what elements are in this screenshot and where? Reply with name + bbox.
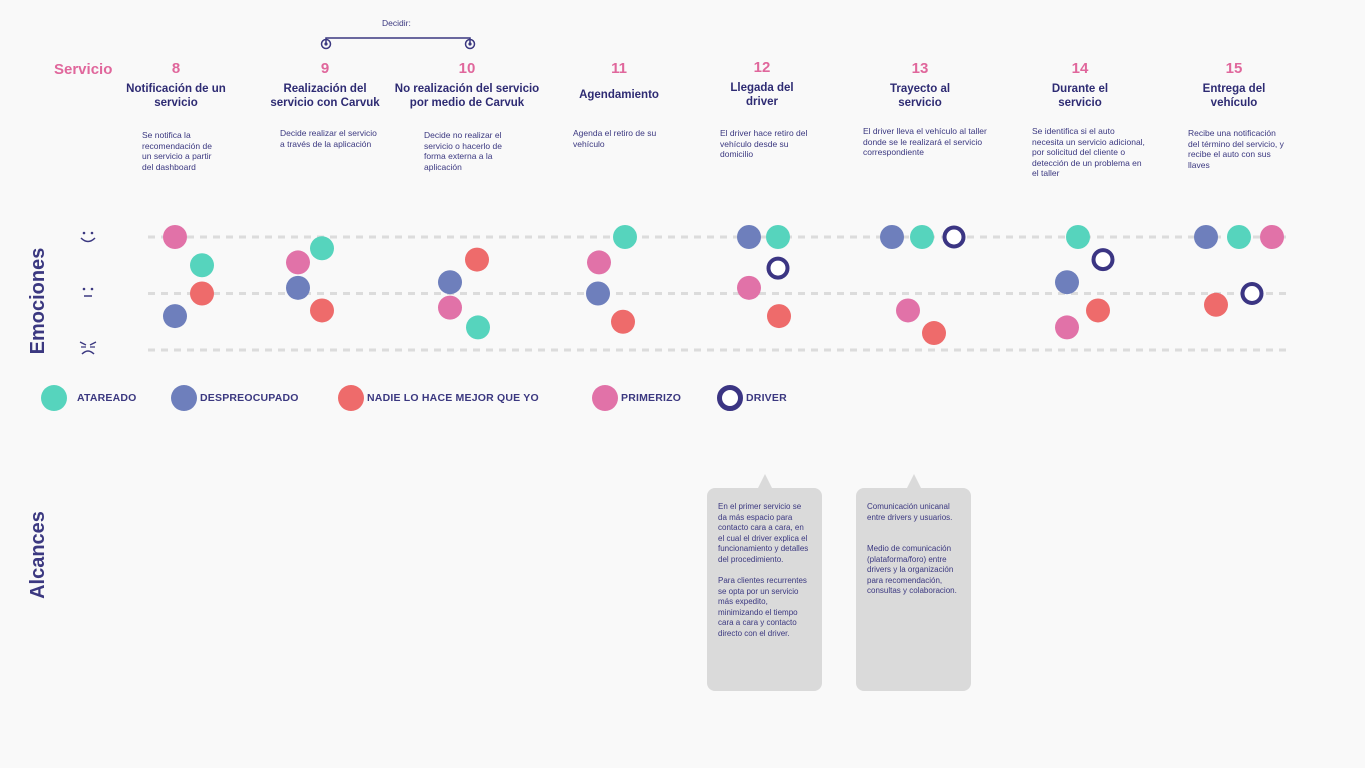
legend-swatch xyxy=(717,385,743,411)
legend-swatch xyxy=(41,385,67,411)
stage-title: Notificación de un servicio xyxy=(126,83,226,109)
stage-title: Agendamiento xyxy=(579,89,659,101)
emotion-dot-atareado-stage-14 xyxy=(1066,225,1090,249)
emotion-dot-atareado-stage-9 xyxy=(310,236,334,261)
legend-label: DRIVER xyxy=(746,392,787,404)
emotion-dot-primerizo-stage-12 xyxy=(737,275,761,300)
emotion-dot-nadie-stage-11 xyxy=(611,309,635,334)
legend-label: DESPREOCUPADO xyxy=(200,392,299,404)
stage-title: Durante el servicio xyxy=(1051,83,1109,109)
emotion-dot-nadie-stage-15 xyxy=(1204,292,1228,317)
legend-despreocupado: DESPREOCUPADO xyxy=(171,385,299,411)
stage-title: Llegada del driver xyxy=(730,82,794,108)
stage-12-header: 12 Llegada del driver xyxy=(721,59,803,109)
emotion-dot-nadie-stage-10 xyxy=(465,247,489,272)
emotion-dot-nadie-stage-9 xyxy=(310,298,334,323)
stage-14-description: Se identifica si el auto necesita un ser… xyxy=(1032,126,1145,178)
legend-swatch xyxy=(338,385,364,411)
stage-number: 12 xyxy=(753,59,771,76)
emotion-dot-atareado-stage-12 xyxy=(766,225,790,249)
legend-label: PRIMERIZO xyxy=(621,392,682,404)
stage-number: 9 xyxy=(320,60,330,77)
stage-number: 8 xyxy=(171,60,181,77)
emotion-dot-primerizo-stage-15 xyxy=(1260,225,1284,249)
legend-nadie: NADIE LO HACE MEJOR QUE YO xyxy=(338,385,539,411)
callout-text: Medio de comunicación (plataforma/foro) … xyxy=(867,544,957,595)
emotion-chart xyxy=(79,225,1290,355)
stage-number: 15 xyxy=(1225,60,1243,77)
stage-15-description: Recibe una notificación del término del … xyxy=(1188,128,1284,170)
emotion-dot-nadie-stage-13 xyxy=(922,321,946,346)
emotion-dot-primerizo-stage-14 xyxy=(1055,315,1079,340)
emotion-dot-primerizo-stage-8 xyxy=(163,225,187,249)
stage-9-header: 9 Realización del servicio con Carvuk xyxy=(265,60,385,110)
legend-label: ATAREADO xyxy=(77,392,137,404)
stage-13-description: El driver lleva el vehículo al taller do… xyxy=(863,126,987,157)
legend-swatch xyxy=(592,385,618,411)
stage-11-description: Agenda el retiro de su vehículo xyxy=(573,128,657,149)
stage-15-header: 15 Entrega del vehículo xyxy=(1194,60,1274,110)
emotion-dot-driver-stage-14 xyxy=(1091,248,1115,272)
emotion-dot-driver-stage-15 xyxy=(1240,282,1264,305)
stage-9-description: Decide realizar el servicio a través de … xyxy=(280,128,377,149)
emotion-dot-despreocupado-stage-9 xyxy=(286,275,310,300)
emotion-dot-driver-stage-12 xyxy=(766,256,790,280)
emotion-dot-nadie-stage-8 xyxy=(190,281,214,306)
stage-title: No realización del servicio por medio de… xyxy=(394,83,540,109)
emotion-dot-primerizo-stage-9 xyxy=(286,250,310,275)
emotion-dot-atareado-stage-8 xyxy=(190,253,214,278)
emotion-dot-atareado-stage-11 xyxy=(613,225,637,249)
callout-text: Para clientes recurrentes se opta por un… xyxy=(718,576,807,638)
stage-number: 13 xyxy=(911,60,929,77)
stage-12-description: El driver hace retiro del vehículo desde… xyxy=(720,128,808,159)
emotion-dot-despreocupado-stage-8 xyxy=(163,304,187,329)
emotion-dot-nadie-stage-14 xyxy=(1086,298,1110,323)
sad-face-icon xyxy=(79,341,97,355)
stage-title: Realización del servicio con Carvuk xyxy=(270,83,380,109)
emotion-dot-despreocupado-stage-14 xyxy=(1055,270,1079,295)
emotion-dot-despreocupado-stage-11 xyxy=(586,281,610,306)
legend-swatch xyxy=(171,385,197,411)
callout-text: En el primer servicio se da más espacio … xyxy=(718,502,809,564)
emotion-dot-despreocupado-stage-13 xyxy=(880,225,904,249)
section-label-servicio: Servicio xyxy=(54,61,113,78)
emotion-dot-atareado-stage-10 xyxy=(466,315,490,340)
stage-number: 11 xyxy=(611,60,627,77)
stage-13-header: 13 Trayecto al servicio xyxy=(880,60,960,110)
happy-face-icon xyxy=(80,231,96,243)
reach-label: Alcances xyxy=(27,511,49,599)
emotion-dot-atareado-stage-15 xyxy=(1227,225,1251,249)
legend-atareado: ATAREADO xyxy=(41,385,137,411)
emotion-dot-despreocupado-stage-12 xyxy=(737,225,761,249)
emotion-dot-despreocupado-stage-15 xyxy=(1194,225,1218,249)
callout-text: Comunicación unicanal entre drivers y us… xyxy=(867,502,953,522)
stage-10-header: 10 No realización del servicio por medio… xyxy=(387,60,547,110)
stage-title: Trayecto al servicio xyxy=(889,83,951,109)
emotion-dot-primerizo-stage-13 xyxy=(896,298,920,323)
legend-primerizo: PRIMERIZO xyxy=(592,385,681,411)
stage-number: 10 xyxy=(458,60,476,77)
legend-label: NADIE LO HACE MEJOR QUE YO xyxy=(367,392,539,404)
neutral-face-icon xyxy=(82,287,94,297)
stage-8-description: Se notifica la recomendación de un servi… xyxy=(142,130,212,172)
stage-10-description: Decide no realizar el servicio o hacerlo… xyxy=(424,130,502,172)
emotion-dot-driver-stage-13 xyxy=(942,225,966,249)
stage-title: Entrega del vehículo xyxy=(1202,83,1266,109)
decide-bracket xyxy=(320,37,476,50)
decide-label: Decidir: xyxy=(382,18,411,28)
emotion-dot-atareado-stage-13 xyxy=(910,225,934,249)
stage-8-header: 8 Notificación de un servicio xyxy=(126,60,226,110)
stage-14-header: 14 Durante el servicio xyxy=(1040,60,1120,110)
callout-stage-13: Comunicación unicanal entre drivers y us… xyxy=(856,474,971,691)
callout-stage-12: En el primer servicio se da más espacio … xyxy=(707,474,822,691)
emotion-dot-nadie-stage-12 xyxy=(767,304,791,329)
legend-driver: DRIVER xyxy=(717,385,787,411)
emotion-dot-primerizo-stage-11 xyxy=(587,250,611,275)
emotion-dot-primerizo-stage-10 xyxy=(438,295,462,320)
emotion-dot-despreocupado-stage-10 xyxy=(438,270,462,295)
stage-number: 14 xyxy=(1071,60,1089,77)
stage-11-header: 11 Agendamiento xyxy=(564,60,674,102)
